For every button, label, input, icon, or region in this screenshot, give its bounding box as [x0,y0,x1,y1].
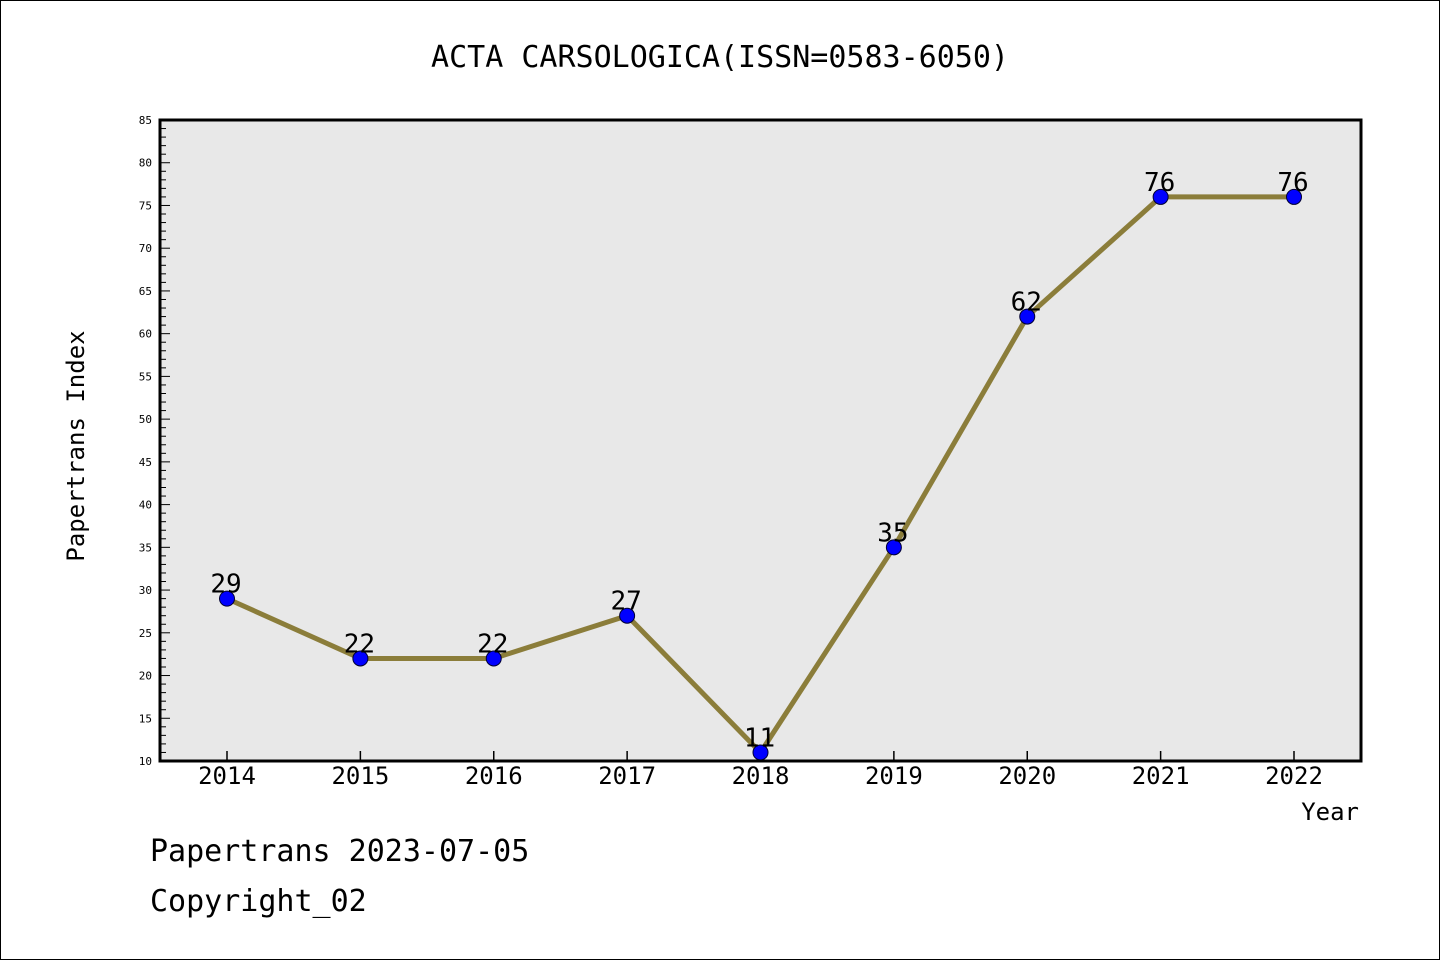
data-label: 27 [610,587,641,617]
y-tick-label: 30 [139,584,152,597]
data-point [219,590,235,607]
data-point [619,607,636,624]
data-point [352,650,369,667]
data-label: 62 [1011,288,1042,318]
y-tick-label: 40 [139,499,152,512]
data-label: 35 [877,518,908,548]
data-markers [219,188,1302,761]
data-label: 11 [744,723,775,753]
data-label: 76 [1277,168,1308,198]
x-tick-label: 2017 [598,762,656,790]
x-tick-label: 2022 [1265,762,1323,790]
y-axis: 10 15 20 25 30 35 40 45 50 55 60 65 70 75 80 85 [139,114,152,768]
y-tick-label: 50 [139,413,152,426]
data-point [885,539,902,556]
x-tick-label: 2019 [865,762,923,790]
footer-copyright: Copyright_02 [150,884,367,919]
y-tick-label: 60 [139,328,152,341]
x-tick-label: 2020 [998,762,1056,790]
data-point [1286,188,1302,205]
x-tick-label: 2016 [465,762,523,790]
y-tick-label: 35 [139,541,152,554]
y-tick-label: 10 [139,755,152,768]
data-point [485,650,502,667]
data-point [1152,188,1169,205]
x-tick-label: 2021 [1132,762,1190,790]
x-tick-label: 2015 [331,762,389,790]
data-labels: 29 22 22 27 11 35 62 76 76 [210,168,1308,754]
y-tick-label: 70 [139,242,152,255]
y-tick-label: 45 [139,456,152,469]
y-tick-label: 80 [139,157,152,170]
data-point [1019,308,1036,325]
y-axis-label: Papertrans Index [62,330,90,561]
plot-border [158,118,1363,763]
x-tick-label: 2018 [732,762,790,790]
y-tick-label: 25 [139,627,152,640]
x-axis-label: Year [1301,798,1359,826]
plot-area [160,120,1361,761]
footer-date: Papertrans 2023-07-05 [150,834,530,869]
data-label: 22 [477,629,508,659]
data-label: 76 [1144,168,1175,198]
y-tick-label: 75 [139,199,152,212]
y-tick-label: 20 [139,670,152,683]
chart-title: ACTA CARSOLOGICA(ISSN=0583-6050) [431,40,1009,75]
y-tick-label: 15 [139,712,152,725]
data-label: 22 [344,629,375,659]
y-tick-label: 65 [139,285,152,298]
x-tick-label: 2014 [198,762,256,790]
y-tick-label: 85 [139,114,152,127]
y-tick-label: 55 [139,370,152,383]
x-axis: 2014 2015 2016 2017 2018 2019 2020 2021 2022 [198,751,1323,790]
data-label: 29 [210,570,241,600]
